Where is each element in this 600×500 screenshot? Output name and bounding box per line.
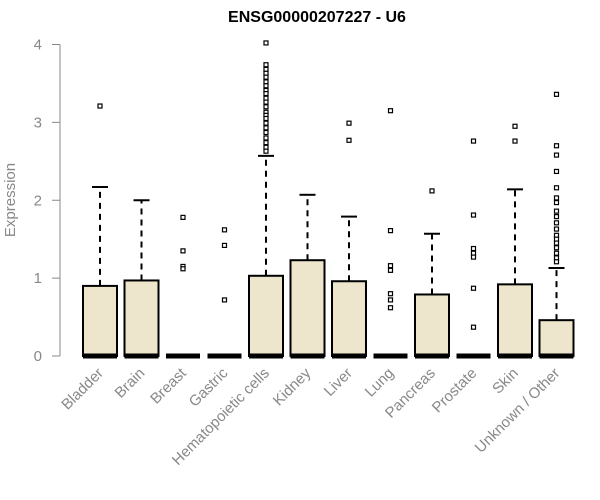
box-kidney (289, 193, 326, 359)
outlier-point (553, 185, 560, 191)
outlier-point (263, 120, 269, 126)
outlier-point (263, 148, 269, 154)
outlier-point (553, 220, 560, 226)
box-skin (497, 123, 533, 359)
outlier-point (263, 135, 269, 141)
outlier-point (263, 104, 269, 110)
box-liver (331, 120, 367, 359)
y-tick-label: 0 (34, 348, 42, 365)
box-lung (373, 108, 408, 359)
x-tick-label: Bladder (58, 365, 107, 414)
box-body (497, 283, 533, 358)
outlier-point (263, 140, 269, 146)
x-tick-label: Liver (321, 365, 356, 400)
x-tick-label: Prostate (429, 365, 481, 417)
outlier-point (553, 226, 560, 232)
outlier-point (263, 129, 269, 136)
outlier-point (470, 245, 477, 252)
outlier-point (97, 103, 103, 109)
outlier-point (553, 199, 560, 206)
outlier-point (553, 214, 560, 220)
outlier-point (263, 90, 269, 97)
box-bladder (82, 103, 118, 359)
y-tick-label: 2 (34, 192, 42, 209)
outlier-point (387, 291, 394, 297)
y-tick-label: 1 (34, 270, 42, 287)
outlier-point (346, 137, 352, 143)
outlier-point (387, 305, 394, 311)
outlier-point (553, 168, 560, 175)
outlier-point (470, 285, 477, 291)
outlier-point (553, 195, 560, 201)
outlier-point (387, 267, 394, 273)
outlier-point (263, 74, 269, 80)
outlier-point (553, 245, 560, 251)
box-body (289, 259, 326, 357)
outlier-point (346, 120, 352, 126)
outlier-point (263, 99, 269, 105)
outlier-point (429, 188, 435, 194)
box-series (82, 40, 575, 359)
outlier-point (470, 324, 477, 330)
outlier-point (512, 123, 518, 129)
box-hematopoietic-cells (248, 40, 284, 359)
chart-title: ENSG00000207227 - U6 (228, 9, 406, 26)
x-tick-label: Kidney (270, 364, 315, 409)
outlier-point (553, 152, 560, 158)
box-prostate (456, 138, 491, 359)
x-tick-label: Lung (362, 365, 398, 401)
outlier-point (553, 208, 560, 214)
x-tick-label: Brain (112, 365, 149, 402)
y-axis: 0 1 2 3 4 (34, 37, 61, 365)
outlier-point (470, 138, 477, 144)
outlier-point (553, 259, 560, 265)
outlier-point (221, 227, 228, 233)
outlier-point (263, 125, 269, 131)
box-body (248, 274, 284, 358)
outlier-point (512, 138, 518, 144)
outlier-point (221, 242, 228, 249)
outlier-point (553, 250, 560, 256)
box-body (82, 284, 118, 358)
box-pancreas (414, 188, 450, 359)
outlier-point (180, 214, 186, 220)
box-body (123, 279, 160, 357)
box-brain (123, 199, 160, 359)
y-tick-label: 4 (34, 37, 42, 54)
box-unknown-other (538, 91, 575, 359)
outlier-point (263, 83, 269, 89)
y-axis-label: Expression (2, 163, 19, 237)
box-body (538, 319, 575, 357)
y-tick-label: 3 (34, 114, 42, 131)
outlier-point (470, 254, 477, 260)
outlier-point (221, 297, 228, 303)
x-tick-label: Breast (147, 364, 190, 407)
outlier-point (263, 40, 269, 46)
outlier-point (387, 228, 394, 234)
box-gastric (207, 227, 242, 359)
outlier-point (387, 297, 394, 303)
box-body (331, 280, 367, 357)
box-body (414, 293, 450, 358)
outlier-point (387, 263, 394, 269)
x-tick-label: Skin (489, 365, 522, 398)
outlier-point (263, 115, 269, 122)
outlier-point (263, 62, 269, 68)
box-breast (166, 214, 200, 359)
outlier-point (553, 143, 560, 149)
outlier-point (387, 108, 394, 114)
outlier-point (553, 91, 560, 97)
outlier-point (553, 240, 560, 246)
outlier-point (180, 248, 186, 254)
outlier-point (180, 266, 186, 272)
outlier-point (470, 212, 477, 218)
